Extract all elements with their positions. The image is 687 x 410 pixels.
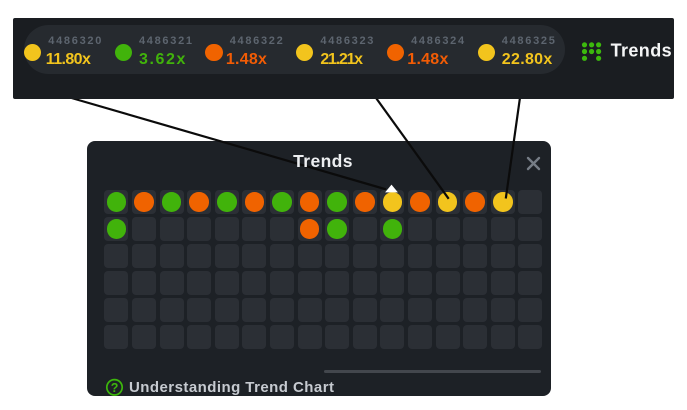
svg-text:?: ? [111,381,119,395]
